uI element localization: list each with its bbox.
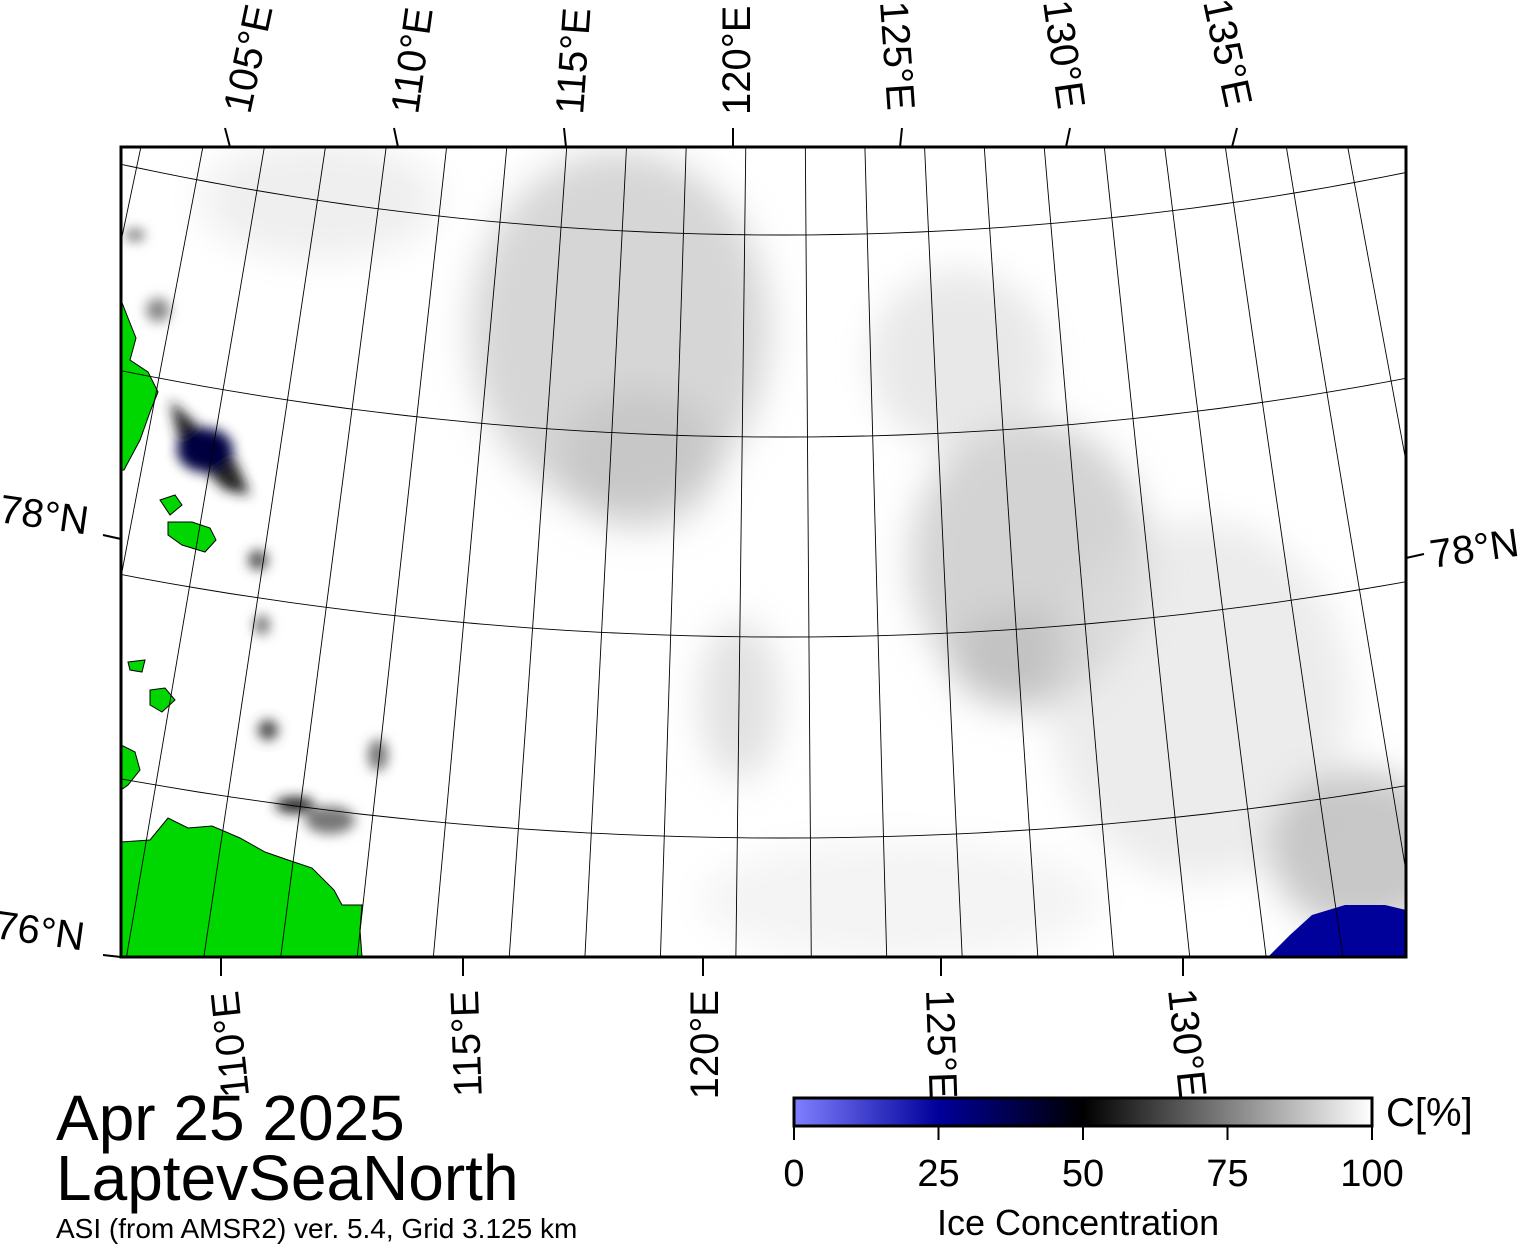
meridian-line — [280, 147, 387, 957]
parallel-line — [121, 163, 1406, 236]
colorbar-tick-label: 50 — [1062, 1153, 1104, 1195]
colorbar-tick-label: 100 — [1340, 1153, 1403, 1195]
map-frame — [119, 145, 1408, 959]
meridian-line — [356, 147, 448, 957]
meridian-line — [659, 147, 687, 957]
frame-ticks — [102, 127, 1425, 976]
colorbar-ticks: 0 25 50 75 100 — [783, 1126, 1404, 1195]
meridian-line — [126, 147, 265, 957]
meridian-line — [924, 147, 963, 957]
meridian-line — [735, 147, 747, 957]
open-water-area — [1268, 905, 1406, 957]
top-lon-label: 105°E — [216, 1, 282, 117]
colorbar-unit: C[%] — [1386, 1091, 1473, 1135]
meridian-line — [1423, 0, 1528, 1002]
colorbar-tick-label: 25 — [917, 1153, 959, 1195]
bottom-longitude-labels: 110°E 115°E 120°E 125°E 130°E — [203, 986, 1214, 1099]
top-lon-label: 130°E — [1034, 0, 1093, 112]
meridian-line — [121, 147, 204, 580]
colorbar-tick-label: 0 — [783, 1153, 804, 1195]
colorbar: 0 25 50 75 100 — [783, 1096, 1404, 1195]
colorbar-gradient — [792, 1096, 1374, 1128]
meridian-line — [983, 147, 1039, 957]
meridian-line — [1043, 147, 1115, 957]
ice-concentration-field — [200, 147, 1406, 957]
meridian-line — [1224, 147, 1344, 957]
data-source: ASI (from AMSR2) ver. 5.4, Grid 3.125 km — [56, 1213, 578, 1244]
meridian-line — [1103, 147, 1191, 957]
parallel-line — [121, 574, 1406, 638]
bottom-lon-label: 120°E — [683, 990, 727, 1099]
meridian-line — [584, 147, 627, 957]
parallel-line — [121, 370, 1406, 438]
parallel-line — [121, 778, 1406, 839]
meridian-line — [864, 147, 888, 957]
meridian-line — [0, 0, 20, 959]
bottom-lon-label: 125°E — [917, 989, 965, 1100]
top-lon-label: 110°E — [383, 5, 441, 117]
meridian-line — [203, 147, 326, 957]
top-lon-label: 135°E — [1194, 0, 1260, 111]
coastal-low-concentration — [125, 229, 388, 834]
meridian-line — [804, 147, 812, 957]
top-lon-label: 120°E — [715, 6, 759, 115]
map-date: Apr 25 2025 — [56, 1082, 405, 1154]
land-masses — [121, 299, 363, 957]
meridian-line — [432, 147, 508, 957]
left-lat-label: 78°N — [0, 487, 91, 543]
meridian-line — [508, 147, 568, 957]
bottom-lon-label: 130°E — [1159, 986, 1214, 1099]
top-longitude-labels: 105°E 110°E 115°E 120°E 125°E 130°E 135°… — [216, 0, 1260, 117]
left-lat-label: 76°N — [0, 903, 87, 959]
right-lat-label: 78°N — [1427, 521, 1522, 577]
meridian-line — [1478, 0, 1528, 984]
colorbar-title: Ice Concentration — [937, 1202, 1220, 1243]
meridian-line — [1164, 147, 1267, 957]
bottom-lon-label: 115°E — [443, 990, 491, 1098]
region-name: LaptevSeaNorth — [56, 1142, 519, 1214]
colorbar-tick-label: 75 — [1206, 1153, 1248, 1195]
top-lon-label: 115°E — [548, 6, 599, 115]
top-lon-label: 125°E — [871, 0, 923, 112]
